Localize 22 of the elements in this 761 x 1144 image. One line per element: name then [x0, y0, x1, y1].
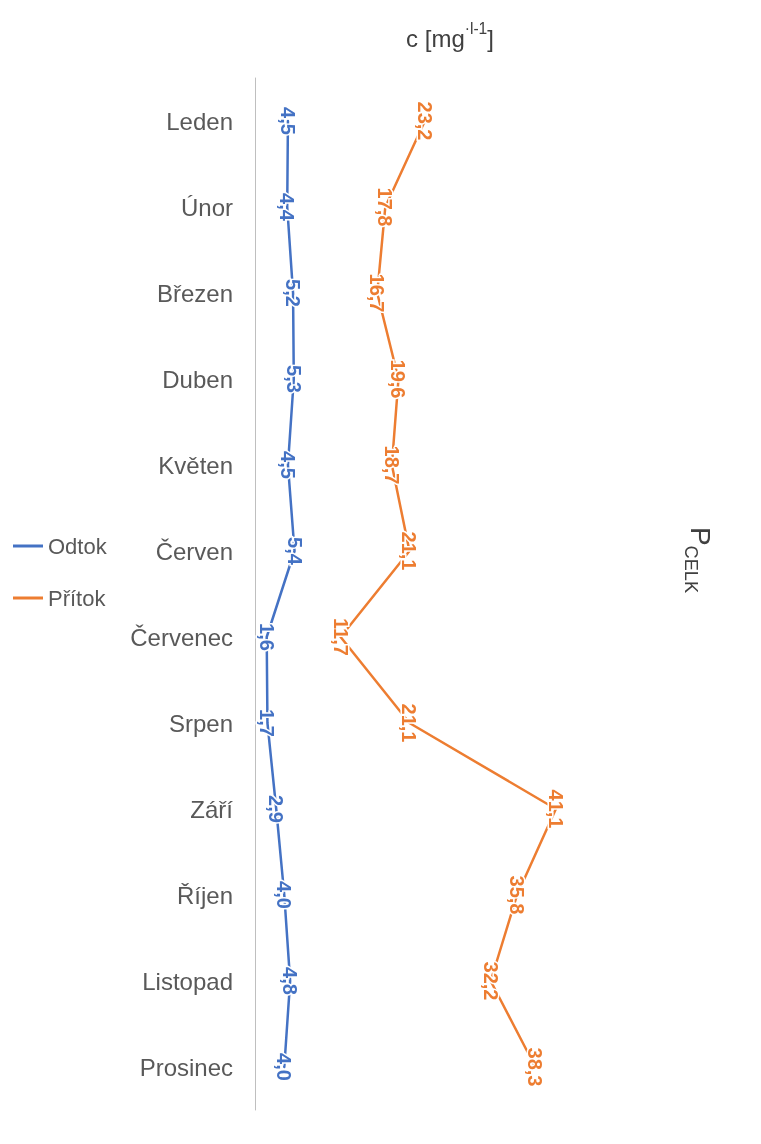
- y-tick-label: Duben: [162, 365, 233, 393]
- data-label: 4,0: [273, 1053, 296, 1081]
- data-label: 5,2: [282, 279, 305, 307]
- data-label: 11,7: [329, 618, 352, 656]
- y-tick-label: Prosinec: [139, 1053, 233, 1081]
- data-label: 21,1: [398, 703, 421, 743]
- y-tick-label: Únor: [180, 193, 233, 221]
- data-label: 1,7: [256, 709, 279, 737]
- y-tick-label: Leden: [166, 107, 233, 135]
- data-label: 23,2: [413, 101, 436, 141]
- y-tick-label: Červen: [155, 537, 233, 565]
- y-tick-label: Srpen: [168, 709, 233, 737]
- y-tick-label: Březen: [156, 279, 233, 307]
- y-tick-label: Listopad: [142, 967, 233, 995]
- y-tick-label: Červenec: [130, 623, 233, 651]
- legend-label: Přítok: [48, 585, 107, 611]
- y-tick-label: Říjen: [176, 881, 233, 909]
- text: PCELK: [681, 526, 716, 594]
- data-label: 38,3: [524, 1047, 547, 1087]
- y-tick-label: Květen: [158, 451, 233, 479]
- y-tick-label: Září: [190, 795, 234, 823]
- legend-label: Odtok: [48, 533, 108, 559]
